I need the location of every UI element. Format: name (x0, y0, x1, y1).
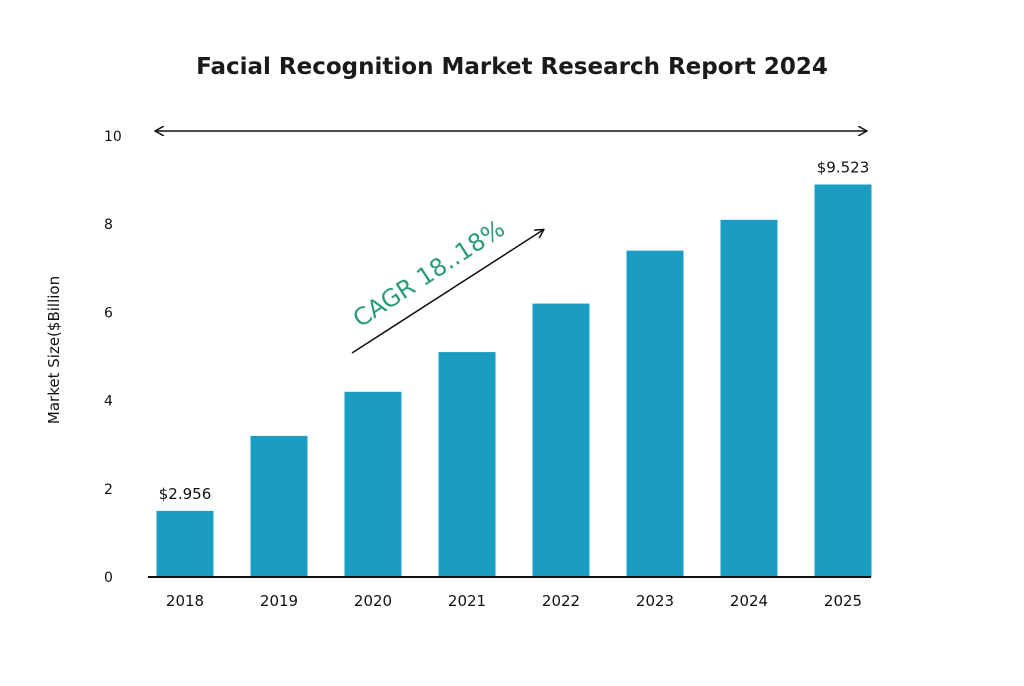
bar (438, 352, 496, 577)
y-tick-label: 4 (104, 394, 113, 410)
data-label: $2.956 (159, 485, 212, 503)
bar (250, 435, 308, 577)
bar (344, 391, 402, 577)
x-tick-label: 2021 (448, 592, 486, 610)
y-tick-label: 8 (104, 217, 113, 233)
y-tick-label: 2 (104, 482, 113, 498)
x-tick-label: 2022 (542, 592, 580, 610)
data-label: $9.523 (817, 159, 870, 177)
bar (814, 184, 872, 577)
y-axis-label: Market Size($Billion (45, 276, 63, 424)
bar (720, 219, 778, 578)
cagr-arrow (351, 230, 543, 354)
bar (532, 303, 590, 577)
x-tick-label: 2020 (354, 592, 392, 610)
x-tick-label: 2019 (260, 592, 298, 610)
x-tick-label: 2024 (730, 592, 768, 610)
x-tick-label: 2023 (636, 592, 674, 610)
bar (156, 510, 214, 577)
chart-title: Facial Recognition Market Research Repor… (196, 54, 828, 80)
y-tick-label: 0 (104, 570, 113, 586)
x-tick-label: 2025 (824, 592, 862, 610)
cagr-annotation: CAGR 18..18% (348, 214, 510, 333)
bar (626, 250, 684, 577)
y-tick-label: 6 (104, 305, 113, 321)
x-tick-label: 2018 (166, 592, 204, 610)
y-tick-label: 10 (104, 129, 122, 145)
